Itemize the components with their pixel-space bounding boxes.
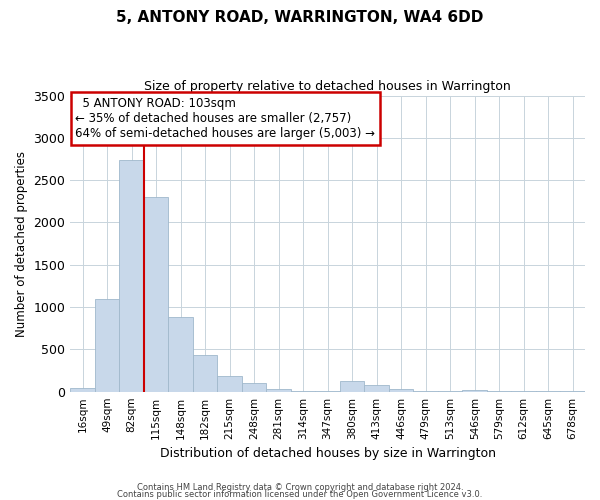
Bar	[389, 388, 413, 392]
Bar	[119, 160, 144, 392]
Title: Size of property relative to detached houses in Warrington: Size of property relative to detached ho…	[144, 80, 511, 93]
Bar	[340, 380, 364, 392]
Bar	[144, 197, 169, 392]
Bar	[463, 390, 487, 392]
Bar	[193, 356, 217, 392]
Bar	[217, 376, 242, 392]
Bar	[364, 385, 389, 392]
Bar	[242, 383, 266, 392]
Y-axis label: Number of detached properties: Number of detached properties	[15, 150, 28, 336]
Bar	[95, 298, 119, 392]
X-axis label: Distribution of detached houses by size in Warrington: Distribution of detached houses by size …	[160, 447, 496, 460]
Bar	[266, 389, 291, 392]
Bar	[413, 391, 438, 392]
Text: Contains HM Land Registry data © Crown copyright and database right 2024.: Contains HM Land Registry data © Crown c…	[137, 484, 463, 492]
Text: Contains public sector information licensed under the Open Government Licence v3: Contains public sector information licen…	[118, 490, 482, 499]
Bar	[169, 317, 193, 392]
Text: 5 ANTONY ROAD: 103sqm  
← 35% of detached houses are smaller (2,757)
64% of semi: 5 ANTONY ROAD: 103sqm ← 35% of detached …	[76, 97, 376, 140]
Text: 5, ANTONY ROAD, WARRINGTON, WA4 6DD: 5, ANTONY ROAD, WARRINGTON, WA4 6DD	[116, 10, 484, 25]
Bar	[70, 388, 95, 392]
